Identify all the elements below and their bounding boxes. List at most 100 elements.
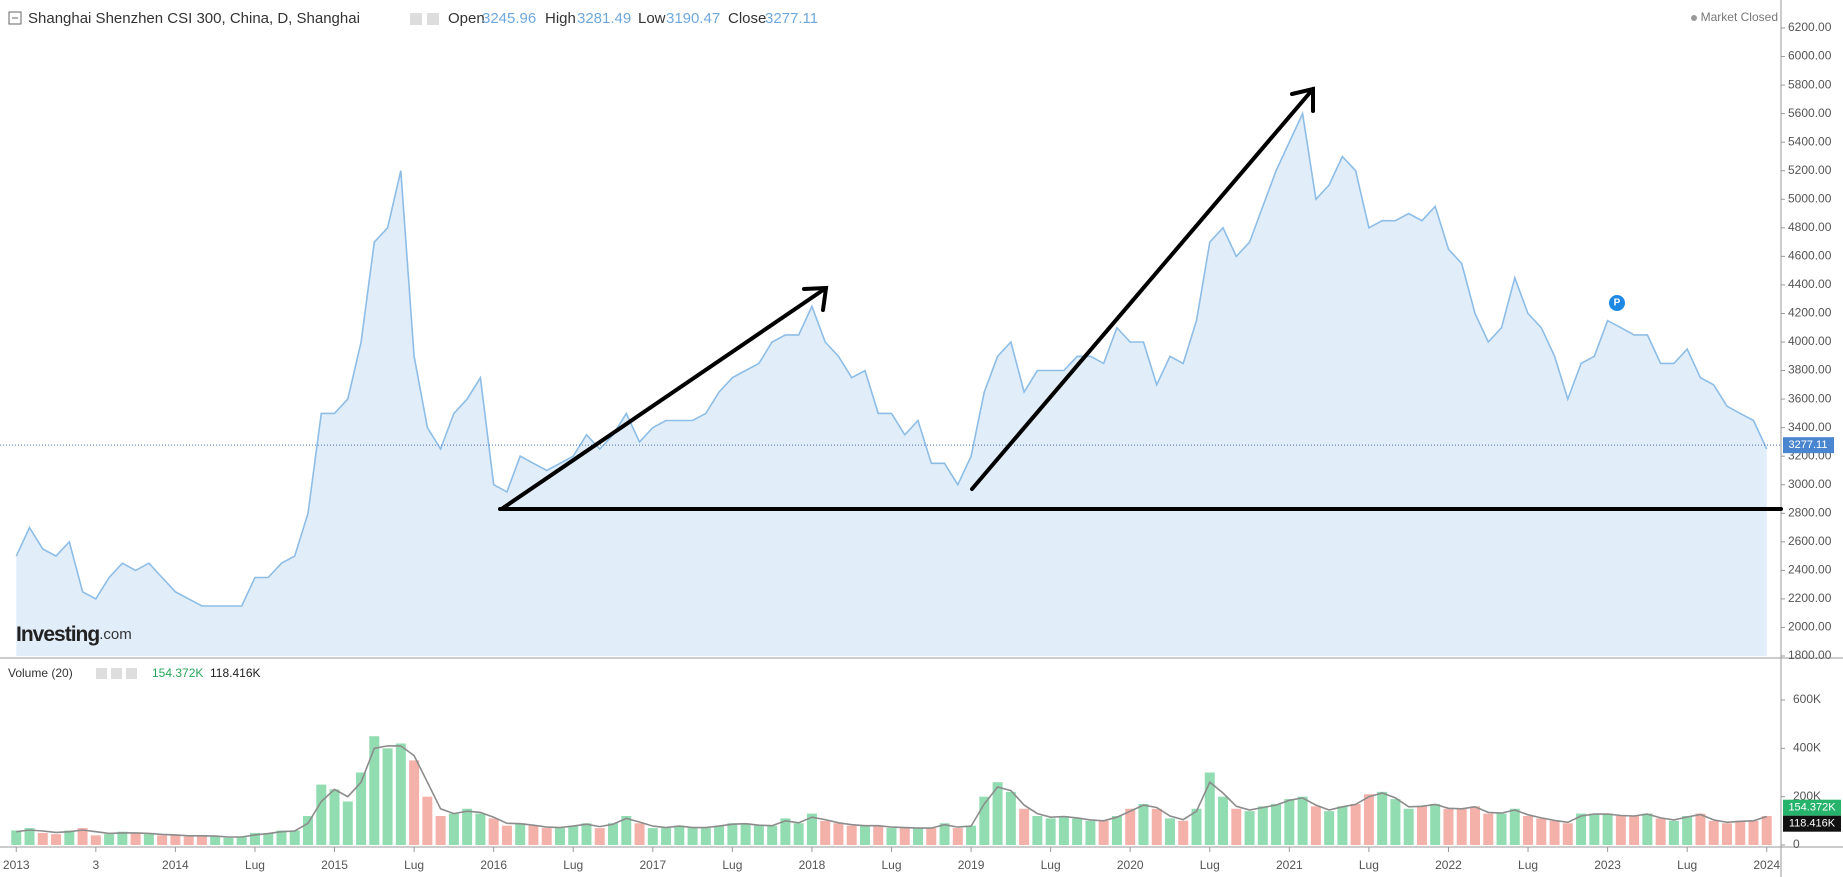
volume-bar [913,828,924,845]
volume-bar [475,813,486,845]
volume-bar [1257,806,1268,845]
ohlc-value: 3277.11 [765,10,818,27]
volume-bar [594,828,605,845]
volume-bar [1363,794,1374,845]
volume-bar [329,789,340,845]
y-tick-label: 5600.00 [1788,106,1832,120]
status-dot [1691,15,1697,21]
volume-bar [369,736,380,845]
volume-bar [289,830,300,845]
x-tick-label: Lug [1359,858,1379,872]
volume-bar [1695,813,1706,845]
volume-bar [966,825,977,845]
volume-bar [1615,816,1626,845]
volume-bar [1111,816,1122,845]
volume-bar [899,828,910,845]
settings-icon[interactable] [111,668,122,679]
y-tick-label: 4600.00 [1788,249,1832,263]
volume-bar [117,831,128,845]
volume-bar [488,818,499,845]
volume-badge [1783,799,1841,816]
x-tick-label: Lug [1518,858,1538,872]
settings-icon[interactable] [410,13,422,25]
volume-bar [1350,803,1361,845]
volume-bar [820,820,831,845]
y-tick-label: 2600.00 [1788,534,1832,548]
volume-bar [37,832,48,845]
volume-bar [1058,816,1069,845]
collapse-icon[interactable] [8,11,22,25]
close-icon[interactable] [126,668,137,679]
volume-bar [1443,808,1454,845]
volume-bar [1549,820,1560,845]
volume-bar [77,828,88,845]
event-marker-icon: P [1614,298,1621,309]
x-tick-label: 2018 [799,858,826,872]
x-tick-label: 2020 [1117,858,1144,872]
volume-ma-value: 118.416K [210,666,261,680]
x-tick-label: 2015 [321,858,348,872]
x-tick-label: 2016 [480,858,507,872]
volume-bar [1430,803,1441,845]
volume-bar [316,784,327,845]
x-tick-label: 2014 [162,858,189,872]
volume-bar [1005,791,1016,845]
ohlc-label: Open [448,10,485,27]
volume-bar [939,823,950,845]
y-tick-label: 3800.00 [1788,363,1832,377]
volume-bar [1523,816,1534,845]
volume-bar [1642,813,1653,845]
volume-bar [1721,823,1732,845]
volume-bar [1562,823,1573,845]
volume-bar [661,828,672,845]
y-tick-label: 2000.00 [1788,620,1832,634]
settings-icon[interactable] [427,13,439,25]
x-tick-label: 2017 [639,858,666,872]
volume-bar [196,835,207,845]
x-tick-label: 3 [92,858,99,872]
volume-ma-badge-label: 118.416K [1789,818,1836,830]
event-marker[interactable] [1609,295,1625,311]
y-tick-label: 3400.00 [1788,420,1832,434]
volume-bar [1310,806,1321,845]
volume-bar [183,836,194,845]
volume-bar [143,834,154,845]
volume-bar [64,830,75,845]
volume-bar [1377,791,1388,845]
price-line [15,110,1768,607]
logo-suffix: .com [99,626,132,643]
x-tick-label: 2023 [1594,858,1621,872]
volume-bar [210,836,221,845]
volume-bar [727,823,738,845]
volume-bar [435,816,446,845]
volume-bar [952,828,963,845]
y-tick-label: 6000.00 [1788,49,1832,63]
volume-bar [753,825,764,845]
volume-bar [1098,820,1109,845]
settings-icon[interactable] [96,668,107,679]
x-tick-label: 2013 [3,858,30,872]
volume-bar [422,796,433,845]
x-tick-label: Lug [1677,858,1697,872]
y-tick-label: 3000.00 [1788,477,1832,491]
volume-bar [992,782,1003,845]
volume-bar [859,825,870,845]
y-tick-label: 5400.00 [1788,134,1832,148]
volume-bar [1151,808,1162,845]
volume-bar [647,828,658,845]
volume-bar [1456,808,1467,845]
y-tick-label: 4000.00 [1788,334,1832,348]
volume-bar [356,772,367,845]
volume-bar [448,813,459,845]
volume-bar [1271,803,1282,845]
annotations [498,86,1783,511]
volume-bar [1536,818,1547,845]
volume-bar [1469,806,1480,845]
volume-bar [395,743,406,845]
volume-bar [249,832,260,845]
volume-bar [1019,808,1030,845]
volume-bar [263,832,274,845]
volume-bar [24,828,35,845]
volume-bar [104,834,115,845]
